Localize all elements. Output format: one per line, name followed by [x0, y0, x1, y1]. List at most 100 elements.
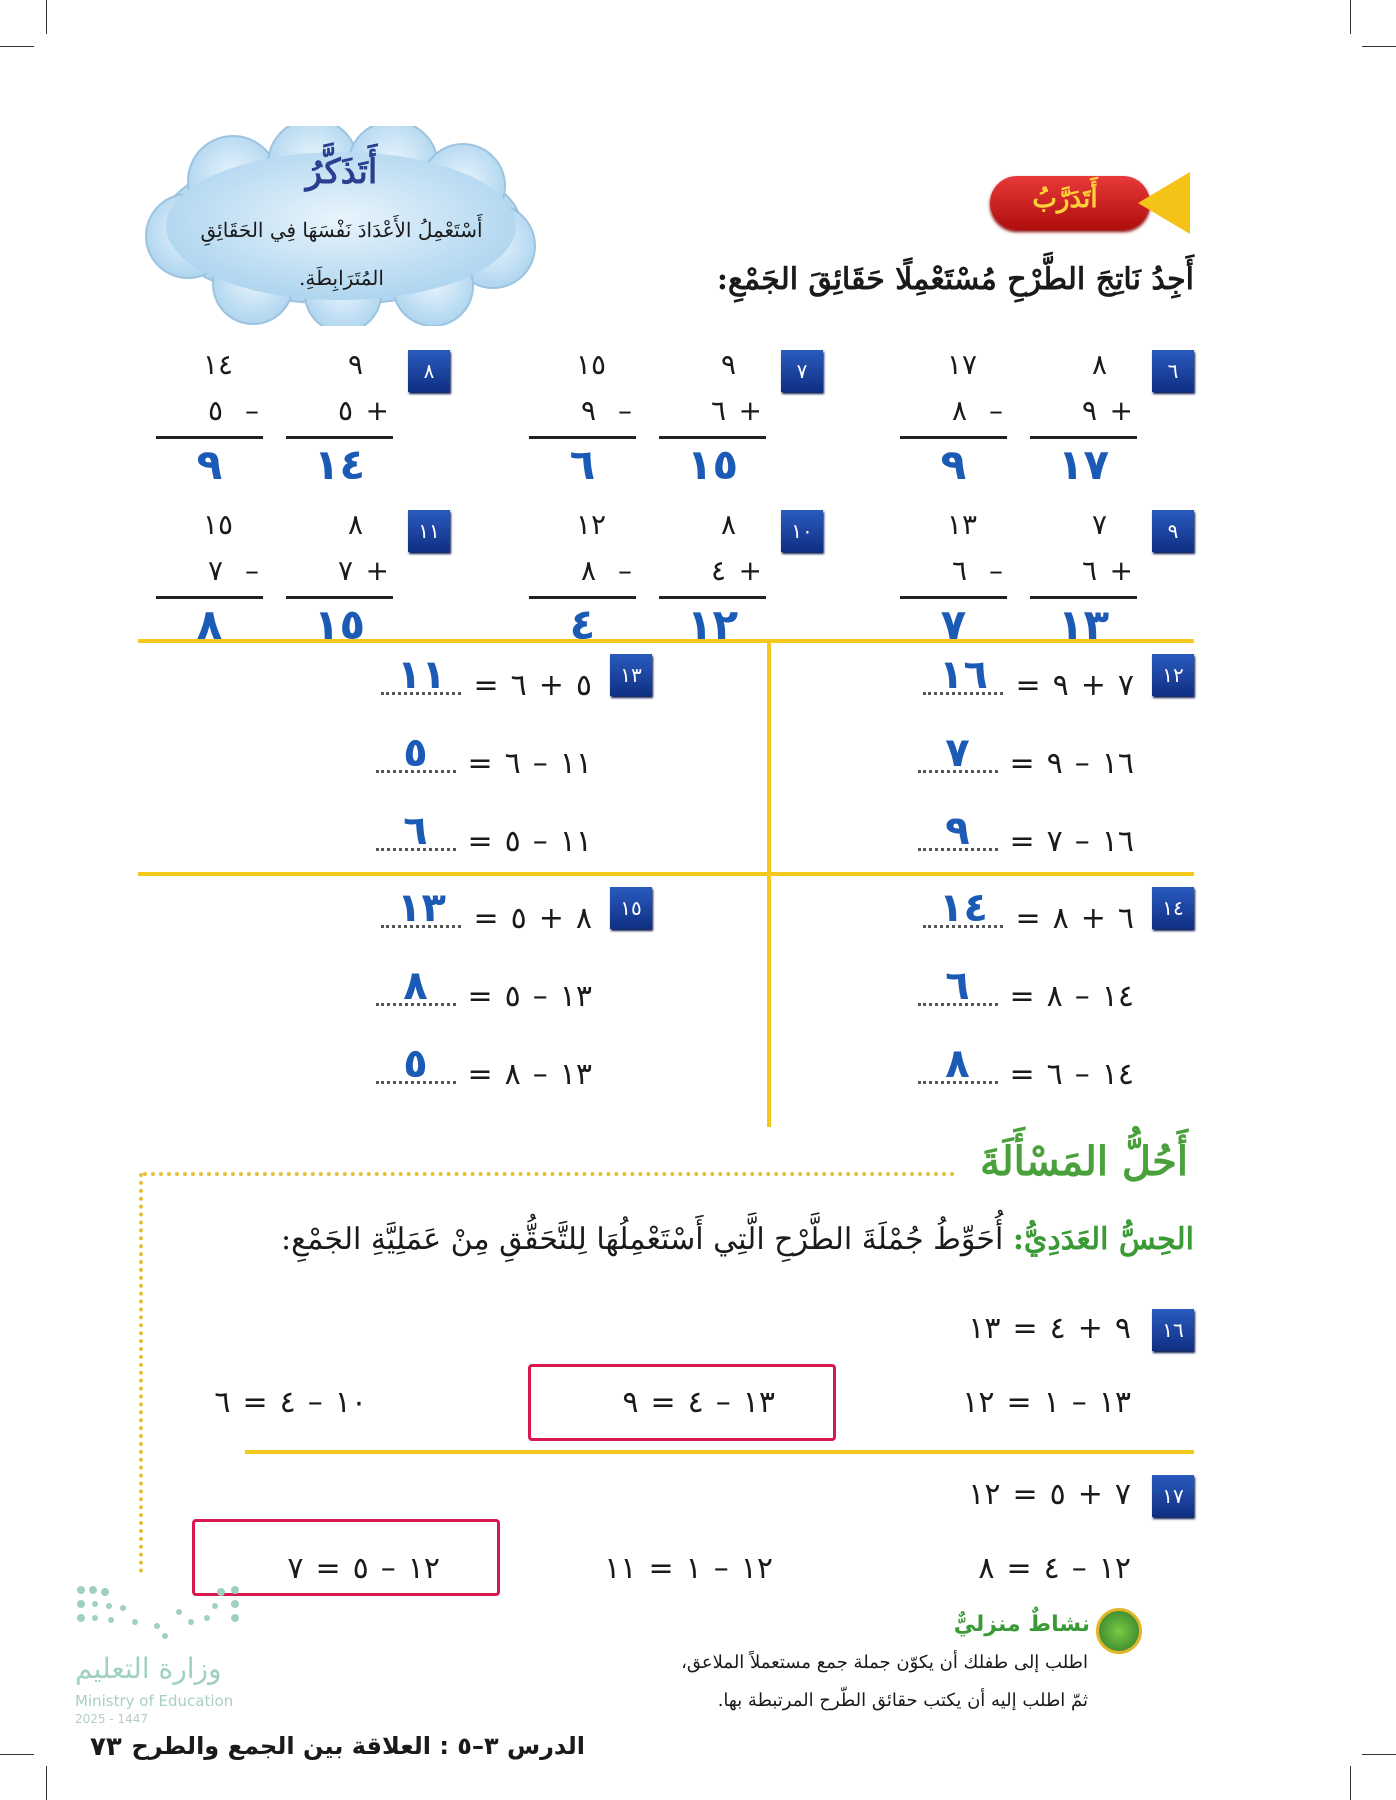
- number: ٨: [575, 901, 592, 936]
- dotted-border: [139, 1173, 143, 1573]
- equation-token: =: [650, 1385, 676, 1420]
- answer-rule: [529, 596, 636, 599]
- problem-solving-title: أَحُلُّ المَسْأَلَةَ: [980, 1138, 1188, 1185]
- second-row: +٧: [286, 554, 393, 590]
- equals-sign: =: [1009, 746, 1035, 781]
- operator-sign: +: [538, 668, 564, 703]
- top-number: ٩: [347, 348, 363, 381]
- handwritten-answer: ٩: [945, 808, 970, 854]
- second-number: ٦: [710, 394, 726, 427]
- equation-token: =: [1012, 1311, 1038, 1346]
- operator-sign: +: [1109, 554, 1133, 587]
- logo-year: 2025 - 1447: [75, 1712, 149, 1726]
- number: ٩: [1052, 668, 1069, 703]
- subtraction-option[interactable]: ١٢–١ = ١١: [604, 1551, 773, 1586]
- equation-token: –: [1071, 1551, 1087, 1586]
- subtraction-option[interactable]: ١٠–٤ = ٦: [214, 1385, 367, 1420]
- equals-sign: =: [467, 1057, 493, 1092]
- number: ١٤: [1101, 1057, 1134, 1092]
- number: ١٣: [559, 979, 592, 1014]
- handwritten-answer: ١٦: [939, 652, 988, 698]
- subtraction-option[interactable]: ١٢–٥ = ٧: [287, 1551, 440, 1586]
- second-number: ٨: [951, 394, 967, 427]
- number: ١١: [559, 824, 592, 859]
- equation-token: =: [1006, 1551, 1032, 1586]
- handwritten-answer: ١٤: [939, 885, 988, 931]
- operator-sign: –: [618, 394, 632, 427]
- crop-mark: [1350, 1766, 1351, 1800]
- fact-equation: ١٤–٦ = ٨: [917, 1041, 1134, 1092]
- equation-token: –: [1071, 1385, 1087, 1420]
- handwritten-answer: ٥: [403, 730, 428, 776]
- equation-token: ٧: [287, 1551, 304, 1586]
- operator-sign: –: [245, 394, 259, 427]
- subtraction-problem: ١٥–٩ ٦: [529, 348, 636, 498]
- lesson-footer: الدرس ٣–٥ : العلاقة بين الجمع والطرح: [131, 1732, 585, 1760]
- answer-rule: [156, 436, 263, 439]
- divider: [138, 872, 1194, 876]
- answer-slot: ٦: [375, 808, 456, 854]
- number: ١٦: [1101, 824, 1134, 859]
- fact-equation: ١٦–٩ = ٧: [917, 730, 1134, 781]
- equation-token: =: [648, 1551, 674, 1586]
- operator-sign: –: [532, 746, 548, 781]
- answer-slot: ٩: [917, 808, 998, 854]
- second-row: –٩: [529, 394, 636, 430]
- number: ٨: [1046, 979, 1063, 1014]
- second-row: +٩: [1030, 394, 1137, 430]
- number: ١٣: [559, 1057, 592, 1092]
- answer-rule: [286, 596, 393, 599]
- equation-token: ١١: [604, 1551, 637, 1586]
- equation-token: –: [307, 1385, 323, 1420]
- number: ٩: [1046, 746, 1063, 781]
- subtraction-option[interactable]: ١٢–٤ = ٨: [978, 1551, 1131, 1586]
- number-sense-prompt: الحِسُّ العَدَدِيُّ: أُحَوِّطُ جُمْلَةَ …: [281, 1222, 1194, 1257]
- addition-problem: ٨ +٧ ١٥: [286, 508, 393, 658]
- top-number: ٩: [720, 348, 736, 381]
- answer-slot: ٥: [375, 1041, 456, 1087]
- handwritten-answer: ٨: [403, 963, 428, 1009]
- logo-english: Ministry of Education: [75, 1692, 234, 1710]
- second-number: ٥: [207, 394, 223, 427]
- handwritten-answer: ٥: [403, 1041, 428, 1087]
- number: ١١: [559, 746, 592, 781]
- second-row: –٨: [529, 554, 636, 590]
- operator-sign: +: [365, 394, 389, 427]
- number: ٧: [1046, 824, 1063, 859]
- subtraction-option[interactable]: ١٣–٤ = ٩: [622, 1385, 775, 1420]
- subtraction-option[interactable]: ١٣–١ = ١٢: [962, 1385, 1131, 1420]
- crop-mark: [0, 1754, 34, 1755]
- answer-rule: [900, 436, 1007, 439]
- operator-sign: –: [1074, 746, 1090, 781]
- operator-sign: +: [738, 554, 762, 587]
- problem-number-badge: ١٠: [781, 510, 823, 552]
- handwritten-answer: ٨: [945, 1041, 970, 1087]
- equation-token: ١٠: [334, 1385, 367, 1420]
- number: ٦: [1117, 901, 1134, 936]
- number: ٦: [504, 746, 521, 781]
- addition-problem: ٨ +٤ ١٢: [659, 508, 766, 658]
- addition-problem: ٩ +٦ ١٥: [659, 348, 766, 498]
- addition-problem: ٨ +٩ ١٧: [1030, 348, 1137, 498]
- answer-slot: ١٦: [923, 652, 1004, 698]
- operator-sign: –: [245, 554, 259, 587]
- answer-slot: ١٣: [381, 885, 462, 931]
- equation-token: ١: [685, 1551, 702, 1586]
- operator-sign: +: [538, 901, 564, 936]
- answer-slot: ٨: [917, 1041, 998, 1087]
- fact-equation: ٧ +٩ = ١٦: [923, 652, 1134, 703]
- fact-equation: ٦ +٨ = ١٤: [923, 885, 1134, 936]
- fact-equation: ١٤–٨ = ٦: [917, 963, 1134, 1014]
- equation-token: ١٢: [407, 1551, 440, 1586]
- equals-sign: =: [1009, 1057, 1035, 1092]
- logo-arabic: وزارة التعليم: [75, 1652, 222, 1685]
- second-number: ٦: [951, 554, 967, 587]
- equation-token: =: [1012, 1477, 1038, 1512]
- problem-number-badge: ٨: [408, 350, 450, 392]
- top-number: ٨: [347, 508, 363, 541]
- second-row: –٦: [900, 554, 1007, 590]
- equation-token: ١: [1043, 1385, 1060, 1420]
- number: ٧: [1117, 668, 1134, 703]
- remember-title: أَتَذَكَّرُ: [305, 152, 378, 192]
- handwritten-answer: ٦: [403, 808, 428, 854]
